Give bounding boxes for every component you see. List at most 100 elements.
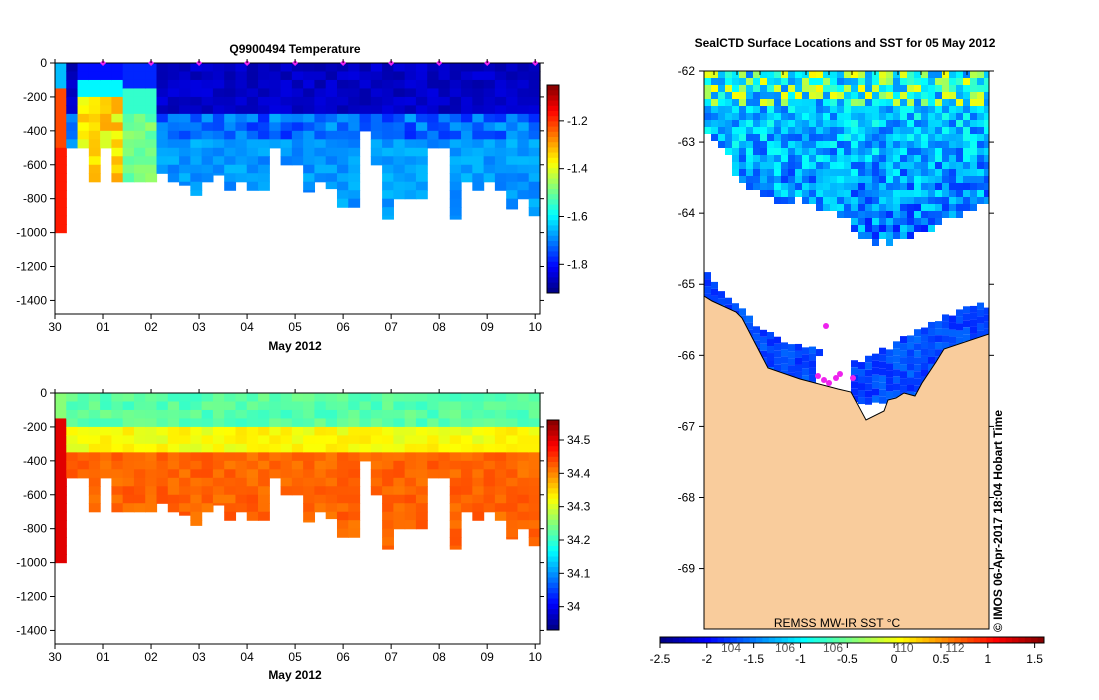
sst-cell — [949, 148, 956, 155]
x-tick-label: 02 — [144, 650, 158, 664]
temperature-cell — [427, 130, 440, 140]
temperature-cell — [517, 71, 530, 81]
sst-cell — [963, 176, 970, 183]
sst-cell — [809, 162, 816, 169]
salinity-cell — [438, 409, 451, 420]
sst-colorbar-swatch — [864, 637, 872, 643]
sst-cell — [788, 169, 795, 176]
temperature-cell — [325, 122, 338, 132]
sst-cell — [767, 113, 774, 120]
temperature-cell — [179, 147, 191, 157]
salinity-cell — [212, 477, 225, 487]
sst-cell — [956, 155, 963, 162]
salinity-cell — [190, 435, 203, 445]
temperature-cell — [348, 105, 361, 115]
sst-cell — [872, 353, 879, 361]
sst-cell — [774, 169, 781, 176]
seal-ctd-point — [837, 371, 843, 377]
sst-cell — [830, 148, 837, 155]
temperature-cell — [449, 173, 462, 183]
salinity-cell — [235, 443, 248, 453]
salinity-cell — [382, 426, 394, 436]
temperature-cell — [156, 164, 169, 174]
sst-colorbar-swatch — [679, 637, 687, 643]
sst-cell — [858, 211, 865, 218]
temperature-cell — [55, 224, 67, 234]
sst-cell — [942, 183, 949, 190]
sst-cell — [949, 329, 956, 337]
sst-cell — [858, 362, 865, 370]
salinity-cell — [382, 393, 394, 403]
salinity-cell — [122, 401, 135, 411]
sst-cell — [886, 391, 893, 399]
salinity-cell — [303, 477, 316, 487]
sst-cell — [900, 71, 907, 78]
temperature-cell — [235, 79, 248, 90]
salinity-cell — [325, 511, 338, 520]
sst-colorbar-swatch — [800, 637, 808, 643]
sst-cell — [970, 127, 977, 134]
sst-cell — [858, 176, 865, 183]
sst-cell — [872, 197, 879, 204]
temperature-cell — [303, 139, 316, 149]
temperature-cell — [122, 173, 135, 183]
sst-cell — [858, 376, 865, 384]
salinity-cell — [212, 409, 225, 420]
sst-cell — [760, 343, 767, 351]
sst-map-chart: SealCTD Surface Locations and SST for 05… — [650, 36, 1045, 666]
temperature-cell — [404, 181, 417, 191]
temperature-cell — [336, 130, 349, 140]
sst-cell — [788, 197, 795, 204]
temperature-cell — [449, 207, 462, 217]
sst-cell — [921, 327, 928, 335]
sst-cell — [844, 120, 851, 127]
colorbar-swatch — [547, 441, 559, 447]
temperature-cell — [506, 198, 519, 208]
sst-cell — [886, 92, 893, 99]
temperature-cell — [258, 122, 270, 132]
temperature-cell — [336, 71, 349, 81]
sst-cell — [809, 190, 816, 197]
salinity-cell — [382, 469, 394, 479]
temperature-cell — [201, 156, 214, 166]
salinity-cell — [348, 477, 361, 487]
sst-cell — [781, 155, 788, 162]
salinity-cell — [336, 409, 349, 420]
sst-cell — [914, 225, 921, 232]
sst-cell — [907, 204, 914, 211]
colorbar-swatch — [547, 183, 559, 190]
sst-cell — [886, 384, 893, 392]
temperature-cell — [528, 122, 541, 132]
salinity-cell — [280, 401, 293, 411]
sst-cell — [746, 148, 753, 155]
sst-cell — [984, 92, 989, 99]
colorbar-swatch — [547, 451, 559, 458]
salinity-cell — [506, 477, 519, 487]
sst-cell — [858, 106, 865, 113]
temperature-cell — [190, 130, 203, 140]
sst-cell — [767, 85, 774, 92]
temperature-cell — [393, 96, 406, 106]
sst-colorbar-swatch — [890, 637, 898, 643]
sst-cell — [984, 155, 989, 162]
salinity-cell — [100, 426, 112, 436]
temperature-cell — [415, 130, 428, 140]
salinity-cell — [190, 401, 203, 411]
x-tick-label: 01 — [96, 650, 110, 664]
sst-cell — [935, 127, 942, 134]
sst-cell — [907, 71, 914, 78]
salinity-cell — [88, 469, 101, 479]
sst-cell — [963, 306, 970, 314]
sst-cell — [725, 134, 732, 141]
temperature-cell — [156, 156, 169, 166]
salinity-cell — [100, 443, 112, 453]
sst-cell — [921, 190, 928, 197]
salinity-cell — [382, 537, 394, 547]
salinity-cell — [314, 393, 327, 403]
sst-cell — [984, 169, 989, 176]
sst-cell — [928, 120, 935, 127]
temperature-cell — [269, 88, 282, 98]
salinity-cell — [167, 477, 180, 487]
colorbar-swatch — [547, 477, 559, 484]
sst-cell — [872, 381, 879, 389]
